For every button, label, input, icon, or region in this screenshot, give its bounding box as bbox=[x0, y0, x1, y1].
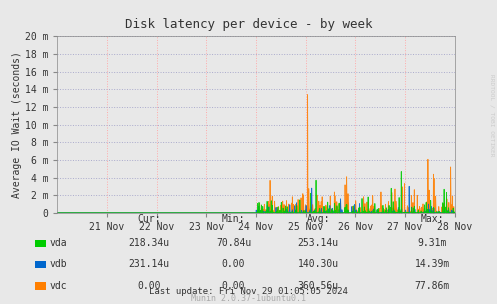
Text: 9.31m: 9.31m bbox=[417, 238, 447, 248]
Text: Last update: Fri Nov 29 01:05:05 2024: Last update: Fri Nov 29 01:05:05 2024 bbox=[149, 287, 348, 296]
Text: Disk latency per device - by week: Disk latency per device - by week bbox=[125, 18, 372, 31]
Text: Max:: Max: bbox=[420, 214, 444, 224]
Text: Min:: Min: bbox=[222, 214, 246, 224]
Text: RRDTOOL / TOBI OETIKER: RRDTOOL / TOBI OETIKER bbox=[490, 74, 495, 157]
Text: Cur:: Cur: bbox=[137, 214, 161, 224]
Text: 140.30u: 140.30u bbox=[298, 260, 338, 269]
Text: Munin 2.0.37-1ubuntu0.1: Munin 2.0.37-1ubuntu0.1 bbox=[191, 294, 306, 303]
Text: vdb: vdb bbox=[50, 260, 67, 269]
Text: 77.86m: 77.86m bbox=[415, 281, 450, 291]
Text: vdc: vdc bbox=[50, 281, 67, 291]
Text: Avg:: Avg: bbox=[306, 214, 330, 224]
Y-axis label: Average IO Wait (seconds): Average IO Wait (seconds) bbox=[12, 51, 22, 198]
Text: 360.56u: 360.56u bbox=[298, 281, 338, 291]
Text: 0.00: 0.00 bbox=[222, 260, 246, 269]
Text: 218.34u: 218.34u bbox=[129, 238, 169, 248]
Text: 14.39m: 14.39m bbox=[415, 260, 450, 269]
Text: vda: vda bbox=[50, 238, 67, 248]
Text: 70.84u: 70.84u bbox=[216, 238, 251, 248]
Text: 231.14u: 231.14u bbox=[129, 260, 169, 269]
Text: 253.14u: 253.14u bbox=[298, 238, 338, 248]
Text: 0.00: 0.00 bbox=[137, 281, 161, 291]
Text: 0.00: 0.00 bbox=[222, 281, 246, 291]
